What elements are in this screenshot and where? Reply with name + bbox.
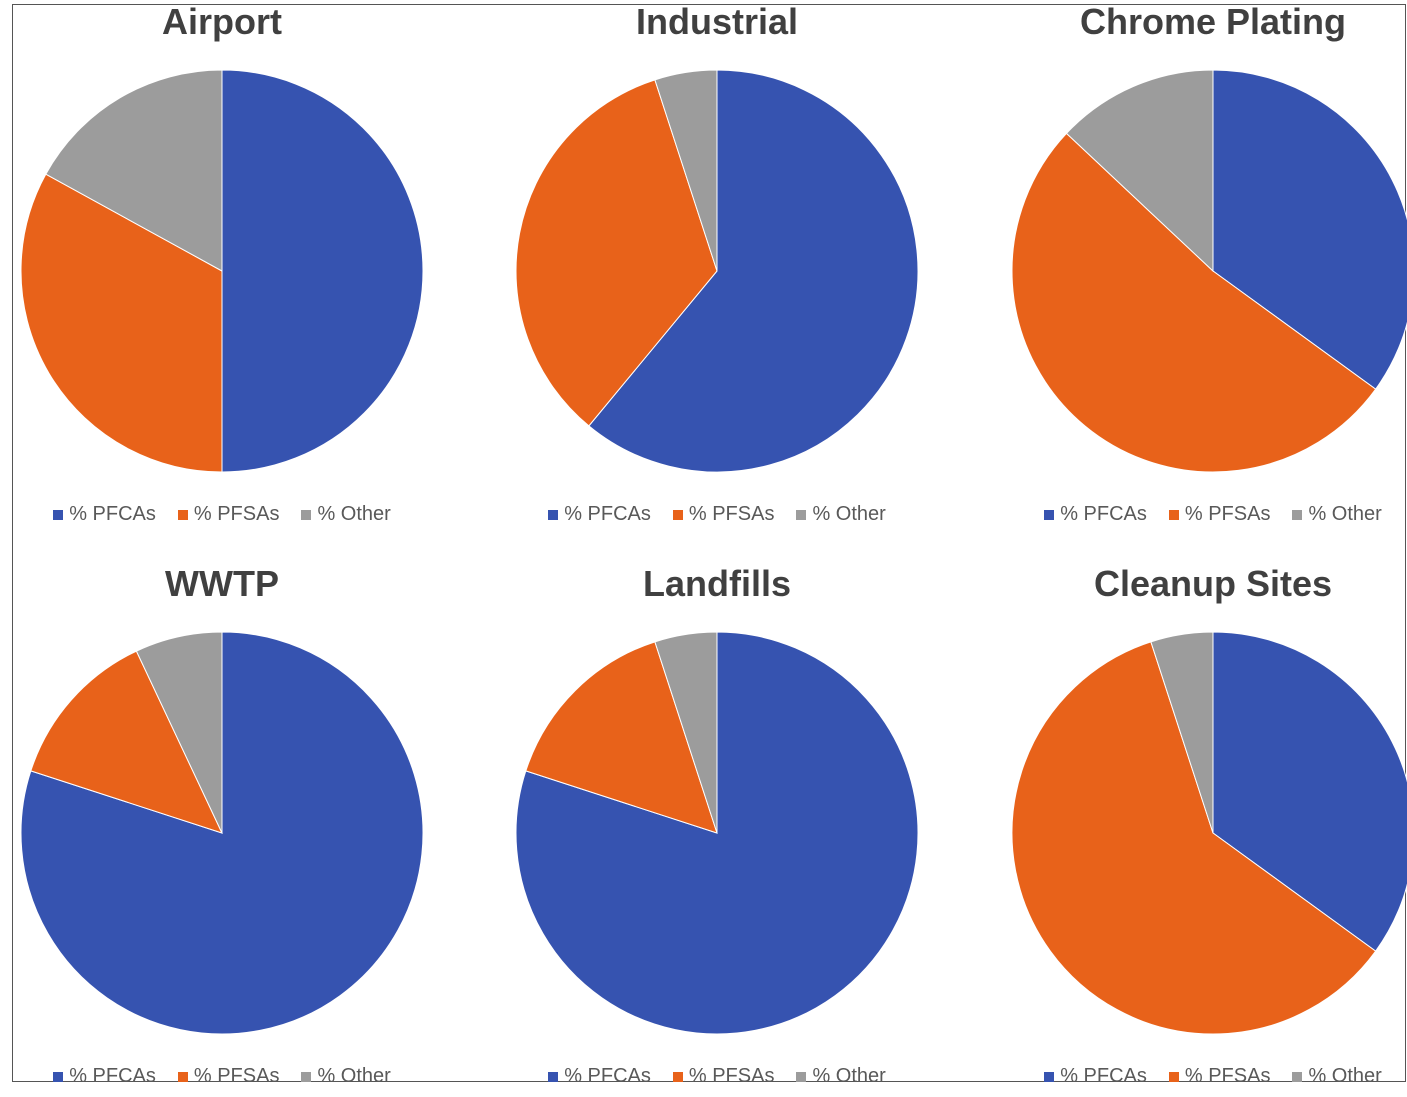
legend-item-pfsas: % PFSAs	[177, 1065, 280, 1088]
chart-legend: % PFCAs % PFSAs % Other	[0, 1065, 457, 1088]
legend-swatch	[548, 509, 559, 520]
legend-item-pfsas: % PFSAs	[1168, 1065, 1271, 1088]
legend-label: % Other	[812, 1065, 886, 1087]
legend-label: % PFCAs	[564, 1065, 651, 1087]
pie-svg	[20, 69, 424, 473]
legend-item-pfcas: % PFCAs	[53, 503, 156, 526]
legend-swatch	[301, 1071, 312, 1082]
chart-title: Chrome Plating	[1079, 1, 1347, 42]
figure-frame	[12, 4, 1406, 1082]
legend-item-other: % Other	[1292, 1065, 1382, 1088]
legend-item-pfcas: % PFCAs	[548, 1065, 651, 1088]
pie-slice-pfcas	[1212, 69, 1407, 390]
legend-label: % PFSAs	[688, 1065, 775, 1087]
legend-label: % PFSAs	[1184, 503, 1271, 525]
legend-swatch	[53, 1071, 64, 1082]
legend-item-pfsas: % PFSAs	[672, 1065, 775, 1088]
legend-label: % Other	[1308, 1065, 1382, 1087]
legend-swatch	[796, 1071, 807, 1082]
pie-slice-other	[654, 69, 718, 272]
legend-swatch	[177, 1071, 188, 1082]
chart-title: WWTP	[165, 563, 279, 604]
legend-label: % PFSAs	[193, 503, 280, 525]
chart-legend: % PFCAs % PFSAs % Other	[978, 1065, 1407, 1088]
legend-swatch	[672, 1071, 683, 1082]
chart-title: Cleanup Sites	[1093, 563, 1333, 604]
legend-item-other: % Other	[796, 1065, 886, 1088]
legend-swatch	[1292, 1071, 1303, 1082]
legend-label: % PFSAs	[688, 503, 775, 525]
legend-item-pfsas: % PFSAs	[177, 503, 280, 526]
legend-swatch	[1044, 1071, 1055, 1082]
legend-label: % PFCAs	[564, 503, 651, 525]
legend-item-pfsas: % PFSAs	[672, 503, 775, 526]
legend-item-other: % Other	[796, 503, 886, 526]
chart-legend: % PFCAs % PFSAs % Other	[482, 1065, 952, 1088]
legend-swatch	[177, 509, 188, 520]
legend-label: % PFCAs	[1060, 1065, 1147, 1087]
legend-item-pfcas: % PFCAs	[548, 503, 651, 526]
legend-swatch	[1168, 1071, 1179, 1082]
pie-slice-pfsas	[1011, 132, 1377, 473]
pie-svg	[1011, 631, 1407, 1035]
chart-landfills: Landfills % PFCAs % PFSAs % Other	[482, 562, 952, 1097]
pie-slice-pfcas	[221, 69, 424, 473]
pie-slice-other	[45, 69, 223, 272]
chart-legend: % PFCAs % PFSAs % Other	[978, 503, 1407, 526]
pie-svg	[515, 631, 919, 1035]
legend-swatch	[796, 509, 807, 520]
legend-item-other: % Other	[301, 1065, 391, 1088]
chart-industrial: Industrial % PFCAs % PFSAs % Other	[482, 0, 952, 535]
pie-slice-pfsas	[20, 173, 223, 473]
chart-title: Landfills	[642, 563, 791, 604]
pie-slice-pfcas	[1212, 631, 1407, 952]
legend-item-other: % Other	[1292, 503, 1382, 526]
legend-item-pfsas: % PFSAs	[1168, 503, 1271, 526]
chart-airport: Airport % PFCAs % PFSAs % Other	[0, 0, 457, 535]
legend-swatch	[1292, 509, 1303, 520]
chart-legend: % PFCAs % PFSAs % Other	[0, 503, 457, 526]
pie-slice-other	[1065, 69, 1214, 273]
pie-slice-other	[654, 631, 718, 834]
pie-slice-pfsas	[30, 650, 223, 834]
pie-slice-pfsas	[1011, 641, 1377, 1035]
legend-label: % PFSAs	[1184, 1065, 1271, 1087]
pie-svg	[20, 631, 424, 1035]
pie-slice-pfsas	[525, 641, 718, 834]
chart-cleanup-sites: Cleanup Sites % PFCAs % PFSAs % Other	[978, 562, 1407, 1097]
legend-swatch	[53, 509, 64, 520]
legend-item-pfcas: % PFCAs	[53, 1065, 156, 1088]
legend-item-other: % Other	[301, 503, 391, 526]
pie-slice-pfsas	[515, 79, 718, 427]
legend-label: % Other	[317, 503, 391, 525]
chart-title: Airport	[162, 1, 282, 42]
legend-label: % Other	[812, 503, 886, 525]
pie-svg	[1011, 69, 1407, 473]
legend-label: % Other	[1308, 503, 1382, 525]
pie-svg	[515, 69, 919, 473]
legend-swatch	[1044, 509, 1055, 520]
legend-label: % PFCAs	[1060, 503, 1147, 525]
legend-swatch	[672, 509, 683, 520]
legend-label: % PFCAs	[69, 1065, 156, 1087]
pie-slice-other	[1150, 631, 1214, 834]
legend-item-pfcas: % PFCAs	[1044, 1065, 1147, 1088]
legend-label: % PFCAs	[69, 503, 156, 525]
chart-chrome-plating: Chrome Plating % PFCAs % PFSAs % Other	[978, 0, 1407, 535]
chart-wwtp: WWTP % PFCAs % PFSAs % Other	[0, 562, 457, 1097]
pie-slice-pfcas	[588, 69, 919, 473]
legend-label: % PFSAs	[193, 1065, 280, 1087]
chart-title: Industrial	[635, 1, 799, 42]
chart-legend: % PFCAs % PFSAs % Other	[482, 503, 952, 526]
legend-swatch	[548, 1071, 559, 1082]
pie-slice-other	[135, 631, 223, 834]
legend-swatch	[1168, 509, 1179, 520]
legend-swatch	[301, 509, 312, 520]
legend-label: % Other	[317, 1065, 391, 1087]
legend-item-pfcas: % PFCAs	[1044, 503, 1147, 526]
